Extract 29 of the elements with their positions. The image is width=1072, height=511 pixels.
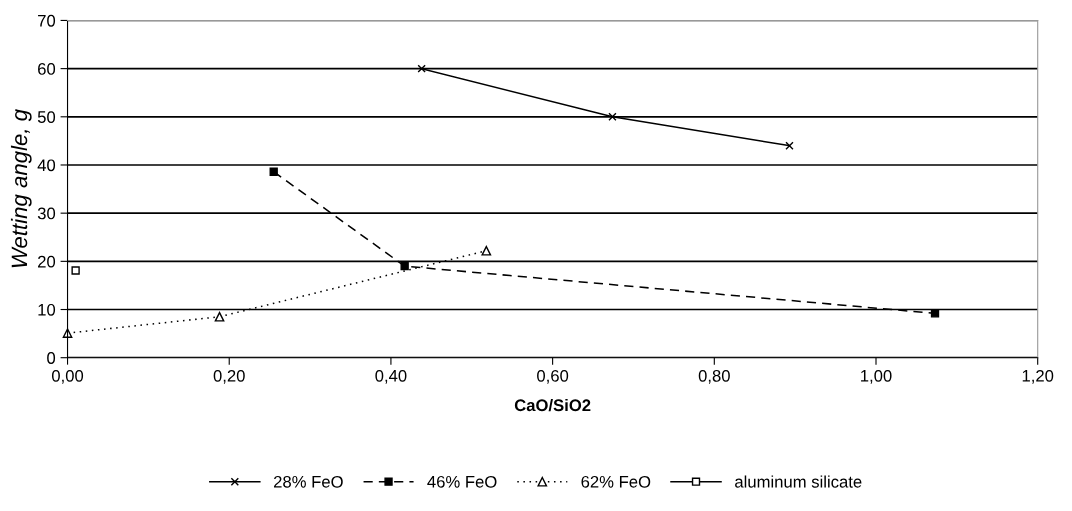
y-axis-title: Wetting angle, g (10, 109, 32, 268)
point (400, 261, 409, 271)
x-tick-label: 1,00 (861, 369, 892, 384)
y-tick-label: 0 (47, 352, 56, 364)
y-tick-label: 60 (38, 63, 56, 75)
y-tick-label: 20 (38, 255, 56, 268)
y-tick-label: 40 (37, 159, 56, 172)
point (608, 112, 617, 121)
x-tick-label: 0,00 (51, 369, 84, 384)
point (481, 245, 492, 256)
x-axis-title: CaO/SiO2 (514, 398, 591, 412)
point (417, 64, 426, 73)
legend-label: aluminum silicate (735, 475, 862, 488)
y-tick-label: 70 (38, 14, 56, 27)
legend-label: 46% FeO (427, 475, 497, 488)
y-tick-label: 10 (38, 303, 56, 316)
x-tick-label: 0,80 (698, 369, 730, 384)
point (214, 311, 225, 322)
point (785, 141, 794, 150)
x-tick-label: 0,60 (537, 369, 569, 384)
x-tick-label: 1,20 (1022, 369, 1054, 384)
point (930, 309, 940, 318)
legend-label: 28% FeO (274, 475, 343, 488)
x-tick-label: 0,40 (375, 369, 407, 384)
x-tick-label: 0,20 (213, 369, 245, 384)
point (269, 167, 278, 176)
legend-label: 62% FeO (581, 475, 651, 488)
y-tick-label: 30 (37, 207, 56, 220)
y-tick-label: 50 (37, 111, 56, 123)
